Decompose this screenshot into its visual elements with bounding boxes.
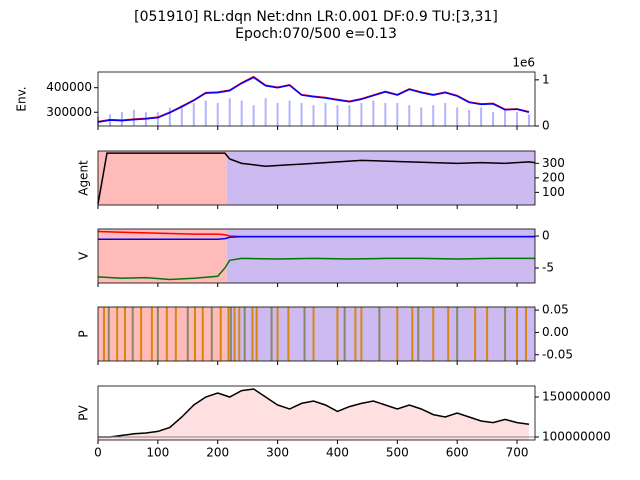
line (98, 235, 535, 240)
title-line: [051910] RL:dqn Net:dnn LR:0.001 DF:0.9 … (134, 9, 498, 25)
volume-bar (276, 102, 279, 126)
span (226, 151, 535, 205)
y-tick-label: 150000000 (542, 390, 611, 404)
y-tick-label: 400000 (46, 80, 92, 94)
volume-bar (420, 107, 423, 126)
area (98, 389, 530, 440)
volume-bar (432, 105, 435, 126)
y-label: P (77, 330, 91, 337)
x-tick-label: 300 (266, 446, 289, 460)
y-tick-label: 100 (542, 185, 565, 199)
y-label: Env. (15, 86, 29, 111)
y2-offset: 1e6 (512, 56, 535, 70)
volume-bar (504, 109, 507, 126)
x-tick-label: 400 (326, 446, 349, 460)
volume-bar (408, 105, 411, 126)
volume-bar (336, 105, 339, 126)
x-tick-label: 600 (446, 446, 469, 460)
y-tick-label: -5 (542, 260, 554, 274)
y-tick-label: 100000000 (542, 430, 611, 444)
span (98, 151, 227, 205)
volume-bar (468, 109, 471, 126)
x-tick-label: 0 (94, 446, 102, 460)
volume-bar (348, 105, 351, 126)
y-label: PV (77, 404, 91, 420)
span (98, 229, 227, 283)
volume-bar (228, 98, 231, 126)
volume-bar (324, 102, 327, 126)
x-tick-label: 200 (206, 446, 229, 460)
volume-bar (240, 100, 243, 126)
y-tick-label: 0 (542, 229, 550, 243)
volume-bar (312, 105, 315, 126)
y-tick-label: 0.05 (542, 303, 569, 317)
volume-bar (360, 102, 363, 126)
volume-bar (456, 107, 459, 126)
volume-bar (252, 105, 255, 126)
volume-bar (492, 112, 495, 126)
volume-bar (384, 102, 387, 126)
y2-tick-label: 0 (542, 119, 550, 133)
volume-bar (192, 102, 195, 126)
y2-tick-label: 1 (542, 72, 550, 86)
volume-bar (216, 102, 219, 126)
line (97, 257, 535, 281)
volume-bar (516, 112, 519, 126)
axes-frame (97, 71, 536, 127)
axes-frame (97, 385, 536, 441)
y-tick-label: 300 (542, 156, 565, 170)
y-label: Agent (77, 160, 91, 196)
x-tick-label: 100 (146, 446, 169, 460)
x-tick-label: 700 (506, 446, 529, 460)
volume-bar (528, 114, 531, 126)
y-tick-label: 0.00 (542, 325, 569, 339)
volume-bar (132, 109, 135, 126)
volume-bar (480, 107, 483, 126)
volume-bar (156, 112, 159, 126)
volume-bar (264, 98, 267, 126)
y-tick-label: -0.05 (542, 347, 573, 361)
volume-bar (288, 100, 291, 126)
span (98, 307, 227, 361)
volume-bar (204, 100, 207, 126)
volume-bar (180, 105, 183, 126)
line (97, 76, 530, 123)
volume-bar (120, 112, 123, 126)
volume-bar (396, 102, 399, 126)
volume-bar (444, 102, 447, 126)
line (98, 388, 530, 438)
volume-bar (168, 107, 171, 126)
span (226, 229, 535, 283)
span (226, 307, 535, 361)
axes-frame (97, 228, 536, 284)
axes-frame (97, 306, 536, 362)
title-line: Epoch:070/500 e=0.13 (235, 26, 397, 42)
line (97, 152, 536, 205)
y-tick-label: 200 (542, 170, 565, 184)
volume-bar (300, 102, 303, 126)
y-tick-label: 300000 (46, 105, 92, 119)
x-tick-label: 500 (386, 446, 409, 460)
volume-bar (372, 100, 375, 126)
y-label: V (77, 251, 91, 260)
